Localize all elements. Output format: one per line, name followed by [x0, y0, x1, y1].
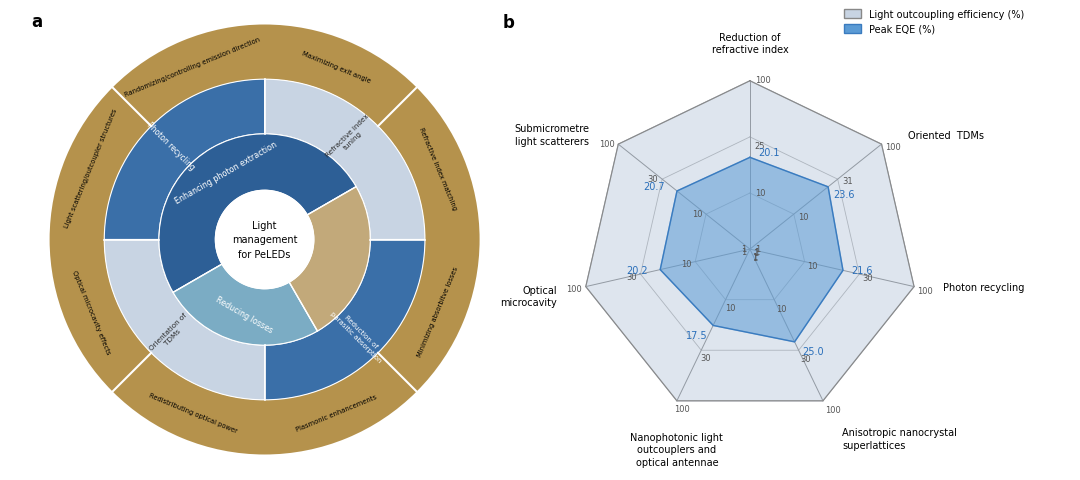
- Text: 30: 30: [626, 272, 636, 281]
- Text: Nanophotonic light
outcouplers and
optical antennae: Nanophotonic light outcouplers and optic…: [631, 432, 724, 467]
- Wedge shape: [50, 25, 480, 455]
- Text: Enhancing photon extraction: Enhancing photon extraction: [174, 140, 279, 206]
- Wedge shape: [105, 240, 265, 400]
- Text: 10: 10: [725, 303, 735, 312]
- Text: 10: 10: [777, 304, 786, 313]
- Text: Randomizing/controlling emission direction: Randomizing/controlling emission directi…: [124, 36, 261, 97]
- Text: 10: 10: [691, 209, 702, 218]
- Text: 20.1: 20.1: [758, 147, 780, 157]
- Text: 1: 1: [753, 249, 758, 258]
- Wedge shape: [265, 240, 424, 400]
- Text: 1: 1: [741, 244, 746, 253]
- Text: Submicrometre
light scatterers: Submicrometre light scatterers: [514, 124, 590, 146]
- Text: 10: 10: [680, 260, 691, 268]
- Text: 10: 10: [808, 262, 818, 270]
- Text: 25: 25: [755, 142, 766, 150]
- Text: Optical
microcavity: Optical microcavity: [500, 286, 557, 308]
- Text: a: a: [31, 13, 42, 31]
- Text: Maximizing exit angle: Maximizing exit angle: [301, 50, 372, 84]
- Text: 100: 100: [566, 285, 582, 293]
- Text: Plasmonic enhancements: Plasmonic enhancements: [295, 394, 378, 432]
- Text: 30: 30: [800, 354, 811, 363]
- Text: Optical microcavity effects: Optical microcavity effects: [71, 269, 111, 354]
- Text: 30: 30: [648, 174, 659, 183]
- Polygon shape: [660, 158, 843, 342]
- Text: 25.0: 25.0: [802, 346, 824, 356]
- Text: Photon recycling: Photon recycling: [145, 120, 197, 172]
- Text: Refractive index matching: Refractive index matching: [418, 126, 458, 211]
- Text: 100: 100: [755, 76, 770, 85]
- Text: Photon recycling: Photon recycling: [943, 282, 1024, 292]
- Text: 23.6: 23.6: [833, 190, 854, 200]
- Text: 10: 10: [755, 188, 766, 197]
- Text: Oriented  TDMs: Oriented TDMs: [908, 130, 984, 140]
- Text: 1: 1: [752, 253, 757, 263]
- Text: 100: 100: [886, 142, 901, 151]
- Text: 21.6: 21.6: [852, 266, 873, 276]
- Text: Reduction of
parasitic absorption: Reduction of parasitic absorption: [329, 305, 388, 363]
- Text: 10: 10: [798, 212, 808, 221]
- Text: Light scattering/outcoupler structures: Light scattering/outcoupler structures: [64, 108, 119, 228]
- Wedge shape: [289, 187, 370, 331]
- Legend: Light outcoupling efficiency (%), Peak EQE (%): Light outcoupling efficiency (%), Peak E…: [843, 10, 1024, 35]
- Text: 30: 30: [701, 353, 712, 362]
- Text: 1: 1: [755, 244, 760, 253]
- Text: 31: 31: [842, 176, 853, 185]
- Text: 100: 100: [598, 139, 615, 148]
- Text: Orientation of
TDMs: Orientation of TDMs: [148, 312, 192, 356]
- Wedge shape: [105, 80, 265, 240]
- Text: Reduction of
refractive index: Reduction of refractive index: [712, 33, 788, 55]
- Wedge shape: [265, 80, 424, 240]
- Text: Redistributing optical power: Redistributing optical power: [148, 392, 238, 434]
- Text: 20.2: 20.2: [626, 265, 648, 275]
- Polygon shape: [585, 82, 914, 401]
- Text: Light
management
for PeLEDs: Light management for PeLEDs: [232, 221, 297, 259]
- Text: 20.7: 20.7: [644, 182, 665, 192]
- Text: 1: 1: [741, 247, 746, 256]
- Text: 100: 100: [825, 405, 840, 414]
- Text: 100: 100: [674, 404, 689, 413]
- Text: b: b: [502, 14, 514, 32]
- Circle shape: [215, 191, 314, 289]
- Text: Minimizing absorbitve losses: Minimizing absorbitve losses: [417, 266, 459, 358]
- Text: 30: 30: [862, 274, 873, 283]
- Text: 1: 1: [754, 247, 759, 256]
- Text: 100: 100: [917, 287, 933, 295]
- Text: 1: 1: [752, 252, 757, 262]
- Text: Refractive index
tuning: Refractive index tuning: [325, 113, 376, 164]
- Text: Anisotropic nanocrystal
superlattices: Anisotropic nanocrystal superlattices: [842, 427, 957, 450]
- Text: Reducing losses: Reducing losses: [215, 295, 274, 335]
- Wedge shape: [159, 134, 356, 293]
- Wedge shape: [173, 264, 318, 346]
- Text: 17.5: 17.5: [686, 330, 707, 340]
